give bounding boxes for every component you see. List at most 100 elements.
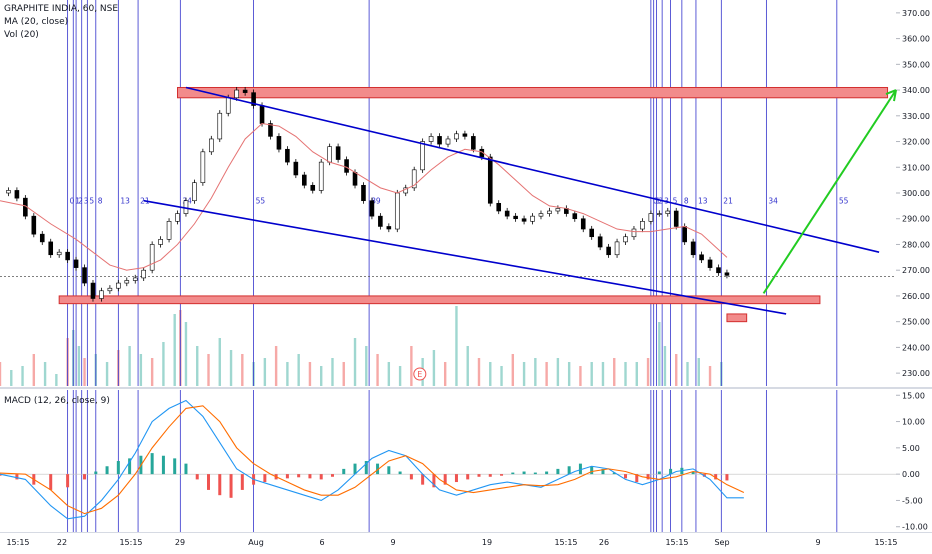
macd-histogram-bar (240, 474, 244, 490)
candle-body (445, 138, 451, 145)
candle-body (132, 277, 138, 281)
macd-histogram-bar (477, 474, 481, 477)
candle-body (589, 228, 594, 238)
candle-body (361, 184, 366, 202)
candle-body (225, 97, 231, 114)
projection-arrow (762, 89, 897, 294)
macd-histogram-bar (364, 461, 368, 475)
price-axis-label: 360.00 (902, 35, 930, 44)
volume-bar (500, 366, 503, 386)
candle-body (242, 89, 248, 93)
candle-body (200, 151, 206, 184)
price-axis-label: 270.00 (902, 266, 930, 275)
volume-bar (83, 358, 86, 386)
macd-axis-label: 5.00 (902, 444, 920, 453)
volume-bar (432, 350, 436, 386)
price-axis-label: 230.00 (902, 369, 930, 378)
support-resistance-zone (177, 86, 889, 99)
support-resistance-zone (58, 295, 821, 305)
price-axis-label: 300.00 (902, 189, 930, 198)
candle-body (428, 136, 434, 142)
candle-body (56, 251, 62, 256)
macd-axis-label: 0.00 (902, 470, 920, 479)
volume-bar (675, 354, 678, 386)
macd-histogram-bar (601, 468, 605, 475)
time-axis-label: 15:15 (554, 538, 577, 547)
fib-time-label: 89 (371, 196, 381, 205)
candle-body (631, 228, 637, 238)
candle-body (454, 133, 459, 140)
candle-body (209, 138, 214, 153)
macd-axis-label: -5.00 (902, 496, 923, 505)
volume-bar (263, 358, 267, 386)
volume-bar (534, 358, 537, 386)
time-axis-label: 15:15 (874, 538, 897, 547)
macd-histogram-bar (624, 474, 628, 479)
candle-body (623, 236, 628, 243)
macd-histogram-bar (94, 471, 98, 475)
volume-bar (387, 362, 391, 386)
volume-bar (635, 362, 638, 386)
volume-bar (105, 362, 109, 386)
volume-bar (353, 338, 357, 386)
candle-body (699, 254, 704, 261)
legend-ma: MA (20, close) (4, 17, 69, 27)
volume-bar (297, 354, 300, 386)
macd-histogram-bar (725, 474, 729, 481)
fib-time-label: 13 (698, 196, 708, 205)
macd-histogram-bar (545, 471, 549, 475)
candle-body (344, 159, 349, 173)
time-axis-label: 9 (815, 538, 820, 547)
candle-body (352, 172, 358, 186)
macd-histogram-bar (691, 471, 695, 475)
volume-bar (511, 354, 515, 386)
macd-histogram-bar (353, 463, 357, 475)
candle-body (285, 148, 290, 163)
candle-body (378, 215, 383, 227)
candle-body (73, 259, 79, 268)
volume-bar (708, 366, 712, 386)
volume-bar (229, 350, 233, 386)
fib-time-label: 5 (673, 196, 678, 205)
candle-body (302, 174, 307, 186)
candle-body (496, 202, 502, 212)
volume-bar (658, 322, 661, 386)
legend-macd: MACD (12, 26, close, 9) (4, 396, 110, 406)
volume-bar (32, 354, 36, 386)
volume-bar (686, 362, 689, 386)
fib-time-label: 3 (664, 196, 669, 205)
time-axis-label: 15:15 (119, 538, 142, 547)
candle-body (648, 213, 654, 222)
signal-line (0, 405, 745, 515)
macd-histogram-bar (297, 474, 301, 478)
moving-average-line (0, 122, 728, 271)
macd-histogram-bar (49, 474, 53, 490)
time-axis-label: 15:15 (6, 538, 29, 547)
macd-histogram-bar (184, 463, 188, 475)
candle-body (90, 282, 96, 299)
fib-time-label: 55 (839, 196, 849, 205)
macd-histogram-bar (319, 474, 323, 480)
fib-time-label: 1 (656, 196, 661, 205)
macd-histogram-bar (669, 468, 673, 475)
fib-time-label: 8 (98, 196, 103, 205)
volume-bar (466, 346, 469, 386)
time-axis-label: 19 (482, 538, 492, 547)
macd-histogram-bar (432, 474, 436, 488)
candle-body (310, 184, 316, 191)
volume-bar (77, 346, 81, 386)
candle-body (369, 200, 375, 217)
candle-body (48, 241, 54, 256)
macd-histogram-bar (195, 474, 199, 480)
candle-body (386, 226, 392, 230)
candle-body (606, 246, 611, 256)
channel-trendline (143, 199, 787, 315)
volume-bar (0, 362, 2, 386)
fib-time-label: 34 (768, 196, 778, 205)
time-axis-label: 6 (319, 538, 324, 547)
volume-bar (320, 366, 323, 386)
volume-bar (342, 362, 345, 386)
price-axis-label: 290.00 (902, 215, 930, 224)
